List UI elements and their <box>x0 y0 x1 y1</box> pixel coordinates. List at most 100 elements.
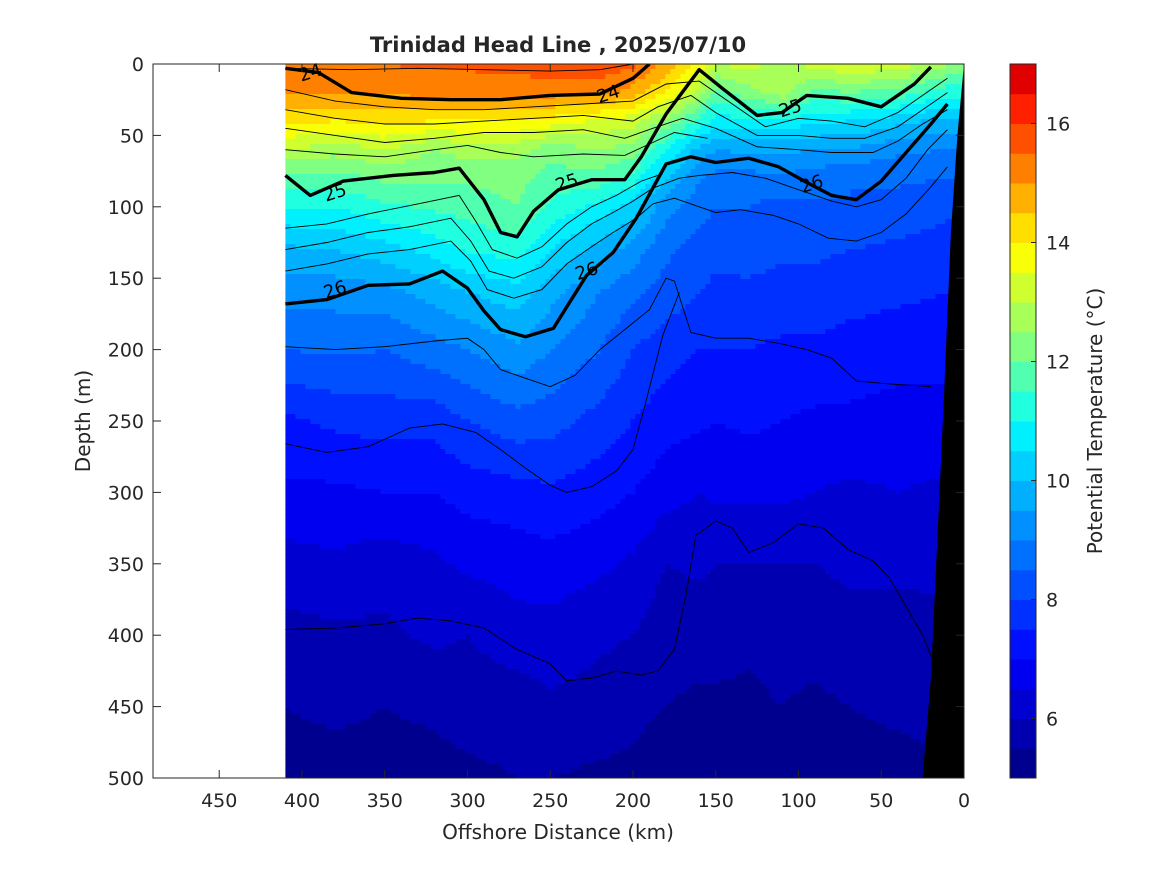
temperature-cell <box>905 144 912 150</box>
temperature-cell <box>855 104 862 110</box>
temperature-cell <box>600 79 607 85</box>
temperature-cell <box>570 84 577 90</box>
temperature-cell <box>895 189 902 195</box>
temperature-cell <box>630 209 637 215</box>
temperature-cell <box>935 149 942 155</box>
temperature-cell <box>505 194 512 200</box>
temperature-cell <box>440 199 447 205</box>
temperature-cell <box>570 209 577 215</box>
temperature-cell <box>580 89 587 95</box>
temperature-cell <box>605 224 612 230</box>
temperature-cell <box>785 139 792 145</box>
temperature-cell <box>830 189 837 195</box>
temperature-cell <box>555 84 562 90</box>
temperature-cell <box>810 79 817 85</box>
temperature-cell <box>405 109 412 115</box>
temperature-cell <box>420 204 427 210</box>
temperature-cell <box>530 189 537 195</box>
temperature-cell <box>650 219 657 225</box>
temperature-cell <box>290 164 297 170</box>
temperature-cell <box>925 154 932 160</box>
temperature-cell <box>615 144 622 150</box>
temperature-cell <box>520 194 527 200</box>
temperature-cell <box>790 64 797 70</box>
temperature-cell <box>500 189 507 195</box>
temperature-cell <box>365 139 372 145</box>
temperature-cell <box>675 119 682 125</box>
temperature-cell <box>935 84 942 90</box>
temperature-cell <box>825 194 832 200</box>
temperature-cell <box>560 234 567 240</box>
temperature-cell <box>685 74 692 80</box>
temperature-cell <box>315 229 322 235</box>
temperature-cell <box>655 109 662 115</box>
temperature-cell <box>750 199 757 205</box>
temperature-cell <box>930 134 937 140</box>
temperature-cell <box>595 229 602 235</box>
temperature-cell <box>500 119 507 125</box>
temperature-cell <box>435 99 442 105</box>
temperature-cell <box>470 244 477 250</box>
temperature-cell <box>560 94 567 100</box>
temperature-cell <box>410 79 417 85</box>
temperature-cell <box>575 84 582 90</box>
temperature-cell <box>520 189 527 195</box>
temperature-cell <box>435 114 442 120</box>
temperature-cell <box>715 244 722 250</box>
temperature-cell <box>680 179 687 185</box>
temperature-cell <box>555 164 562 170</box>
temperature-cell <box>440 144 447 150</box>
temperature-cell <box>895 204 902 210</box>
temperature-cell <box>390 199 397 205</box>
temperature-cell <box>285 104 292 110</box>
temperature-cell <box>750 234 757 240</box>
temperature-cell <box>870 209 877 215</box>
temperature-cell <box>670 164 677 170</box>
temperature-cell <box>465 244 472 250</box>
temperature-cell <box>955 114 962 120</box>
temperature-cell <box>595 79 602 85</box>
temperature-cell <box>385 189 392 195</box>
temperature-cell <box>380 189 387 195</box>
temperature-cell <box>940 144 947 150</box>
temperature-cell <box>740 69 747 75</box>
temperature-cell <box>605 229 612 235</box>
temperature-cell <box>405 79 412 85</box>
temperature-cell <box>935 74 942 80</box>
temperature-cell <box>335 214 342 220</box>
temperature-cell <box>925 149 932 155</box>
temperature-cell <box>410 84 417 90</box>
temperature-cell <box>765 174 772 180</box>
temperature-cell <box>835 239 842 245</box>
temperature-cell <box>660 79 667 85</box>
temperature-cell <box>525 89 532 95</box>
temperature-cell <box>295 229 302 235</box>
temperature-cell <box>585 154 592 160</box>
temperature-cell <box>680 174 687 180</box>
temperature-cell <box>890 129 897 135</box>
temperature-cell <box>760 119 767 125</box>
temperature-cell <box>715 189 722 195</box>
temperature-cell <box>520 109 527 115</box>
temperature-cell <box>330 124 337 130</box>
temperature-cell <box>350 179 357 185</box>
temperature-cell <box>760 229 767 235</box>
temperature-cell <box>910 239 917 245</box>
temperature-cell <box>560 179 567 185</box>
temperature-cell <box>360 109 367 115</box>
temperature-cell <box>430 74 437 80</box>
temperature-cell <box>555 234 562 240</box>
temperature-cell <box>675 224 682 230</box>
temperature-cell <box>920 234 927 240</box>
temperature-cell <box>905 194 912 200</box>
temperature-cell <box>660 214 667 220</box>
temperature-cell <box>795 229 802 235</box>
temperature-cell <box>505 164 512 170</box>
temperature-cell <box>810 194 817 200</box>
temperature-cell <box>685 159 692 165</box>
temperature-cell <box>655 99 662 105</box>
temperature-cell <box>675 109 682 115</box>
temperature-cell <box>590 119 597 125</box>
temperature-cell <box>295 79 302 85</box>
temperature-cell <box>375 114 382 120</box>
